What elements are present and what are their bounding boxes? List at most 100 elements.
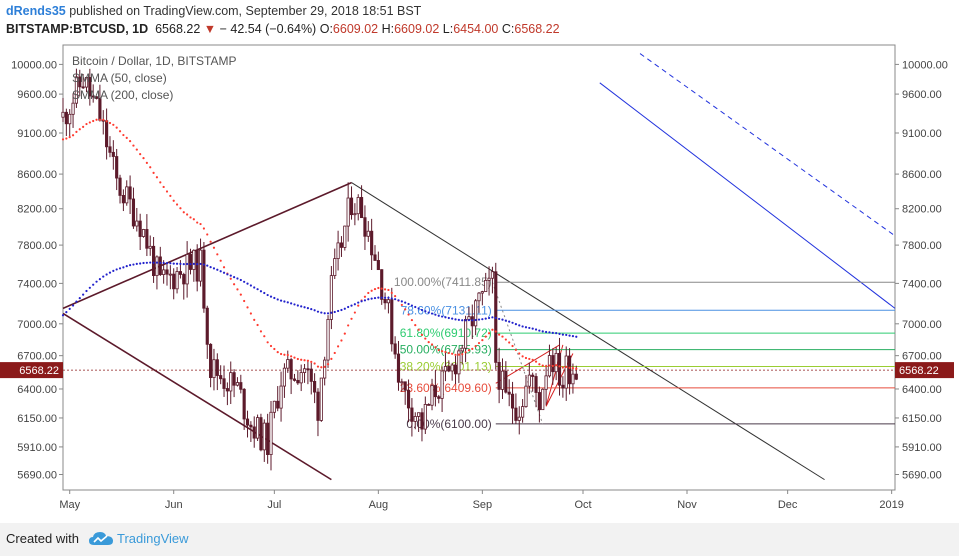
ma50-point [333,351,336,355]
ma200-point [256,288,259,291]
ma50-point [186,213,189,216]
candle-body [279,385,283,409]
candle-body [256,417,260,439]
ma200-point [434,313,437,316]
ma50-point [558,365,561,368]
ma50-point [400,303,403,307]
ma50-point [430,343,434,346]
ma200-point [82,293,85,296]
x-tick-label: Dec [778,499,798,511]
tradingview-cloud-icon [89,532,113,545]
ma50-point [65,137,68,140]
candle-body [131,198,136,227]
candle-body [417,412,421,417]
chart-overlays: 100.00%(7411.85) 78.60%(7131.11) 61.80%(69… [62,53,896,481]
ma200-point [410,304,414,307]
ma200-point [286,301,289,304]
y-tick-label-right: 7400.00 [902,278,942,290]
ma200-point [390,297,393,300]
ma200-point [175,262,179,265]
y-tick-label-right: 7800.00 [902,240,942,252]
ma200-point [246,282,249,285]
ma200-point [95,280,98,283]
ma200-point [323,312,326,315]
last-price: 6568.22 [155,22,201,36]
ma200-point [310,307,313,311]
ma200-point [85,289,88,293]
candle-body [172,273,176,290]
ma50-point [162,185,165,189]
tradingview-brand[interactable]: TradingView [117,531,189,546]
ma200-point [524,326,528,329]
candle-body [380,269,384,300]
ma200-point [149,261,152,264]
high-label: H: [381,22,395,36]
candle-body [329,275,333,320]
ma50-point [524,356,528,360]
candle-body [420,412,424,430]
ma50-point [206,233,209,236]
candle-body [115,156,119,179]
trendline-lower-falling [62,312,332,481]
ma50-point [75,130,78,133]
candle-body [71,102,75,115]
ma200-point [306,306,310,310]
ma200-point [477,318,481,321]
ma200-point [451,317,454,320]
ma50-point [424,337,427,340]
current-price-label-left: 6568.22 [19,365,59,377]
ma50-point [232,283,236,286]
ma200-point [373,296,377,300]
candle-body [487,277,491,281]
price-chart[interactable]: 100.00%(7411.85) 78.60%(7131.11) 61.80%(69… [0,40,959,520]
ma200-point [108,271,112,274]
ma200-point [320,311,323,314]
ma200-point [571,335,575,338]
ma50-point [165,190,169,193]
ma200-point [521,325,524,328]
candle-body [198,249,203,282]
candle-body [450,364,454,372]
ma200-point [219,270,222,273]
candle-body [574,373,578,380]
ma50-point [528,357,531,361]
ma50-point [518,352,521,355]
ma50-point [145,161,148,164]
ma50-point [575,367,578,370]
created-with-label: Created with [6,531,79,546]
x-tick-label: Sep [473,499,493,511]
candle-body [121,195,125,204]
candle-body [437,396,441,399]
fib-level-label: 0.00%(6100.00) [406,417,491,431]
candle-body [413,416,417,422]
ma50-point [534,360,538,363]
ma50-point [152,171,155,174]
ma200-point [487,316,491,320]
candle-body [326,318,330,361]
candle-body [568,355,572,385]
candle-body [232,372,236,386]
ma200-point [481,318,484,321]
ma50-point [276,351,279,354]
candle-body [427,404,431,406]
candle-body [447,366,451,372]
ma200-point [484,317,487,320]
ma200-point [498,317,501,321]
ma50-point [222,266,226,269]
candle-body [500,370,505,390]
ma50-point [417,328,420,331]
ma50-point [457,353,460,356]
ma50-point [544,365,548,368]
ma50-point [571,367,575,370]
candle-body [443,366,448,372]
ma50-point [219,259,222,262]
ma200-point [132,263,135,266]
ma200-point [222,271,226,274]
candle-body [531,374,535,377]
ma200-point [159,261,162,264]
author-name[interactable]: dRends35 [6,4,66,18]
ma200-point [179,262,182,265]
ma50-point [149,166,152,169]
ma50-point [249,312,252,315]
candle-body [464,319,468,349]
